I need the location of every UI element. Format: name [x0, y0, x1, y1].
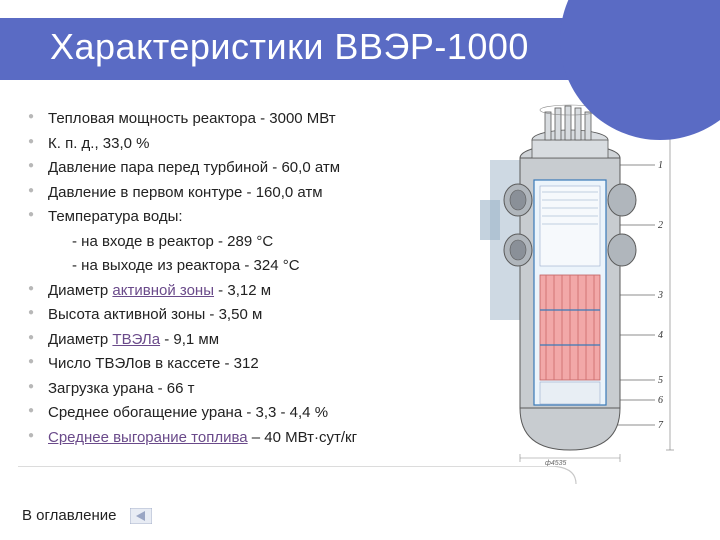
svg-text:6: 6	[658, 395, 663, 406]
list-item: Среднее выгорание топлива – 40 МВт·сут/к…	[24, 427, 464, 450]
header: Характеристики ВВЭР-1000	[0, 0, 720, 100]
reactor-diagram: 1 2 3 4 5 6 7	[460, 100, 690, 470]
list-item: Давление пара перед турбиной - 60,0 атм	[24, 157, 464, 180]
list-item: К. п. д., 33,0 %	[24, 133, 464, 156]
list-subitem: - на входе в реактор - 289 °C	[24, 231, 464, 254]
list-item: Давление в первом контуре - 160,0 атм	[24, 182, 464, 205]
term-link[interactable]: Среднее выгорание топлива	[48, 429, 248, 446]
svg-text:7: 7	[658, 420, 664, 431]
list-item: Диаметр активной зоны - 3,12 м	[24, 280, 464, 303]
list-item: Температура воды:	[24, 206, 464, 229]
footer-rule	[18, 466, 578, 494]
characteristics-list: Тепловая мощность реактора - 3000 МВт К.…	[24, 108, 464, 451]
toc-link[interactable]: В оглавление	[22, 507, 152, 524]
svg-text:1: 1	[658, 160, 663, 171]
list-subitem: - на выходе из реактора - 324 °C	[24, 255, 464, 278]
svg-text:3: 3	[657, 290, 663, 301]
toc-label: В оглавление	[22, 507, 116, 524]
list-item: Высота активной зоны - 3,50 м	[24, 304, 464, 327]
term-link[interactable]: активной зоны	[112, 282, 214, 299]
list-item: Среднее обогащение урана - 3,3 - 4,4 %	[24, 402, 464, 425]
back-arrow-icon	[130, 508, 152, 524]
svg-text:5: 5	[658, 375, 663, 386]
page-title: Характеристики ВВЭР-1000	[50, 26, 529, 68]
term-link[interactable]: ТВЭЛа	[112, 331, 160, 348]
svg-text:2: 2	[658, 220, 663, 231]
list-item: Загрузка урана - 66 т	[24, 378, 464, 401]
list-item: Тепловая мощность реактора - 3000 МВт	[24, 108, 464, 131]
svg-text:4: 4	[658, 330, 663, 341]
list-item: Число ТВЭЛов в кассете - 312	[24, 353, 464, 376]
list-item: Диаметр ТВЭЛа - 9,1 мм	[24, 329, 464, 352]
